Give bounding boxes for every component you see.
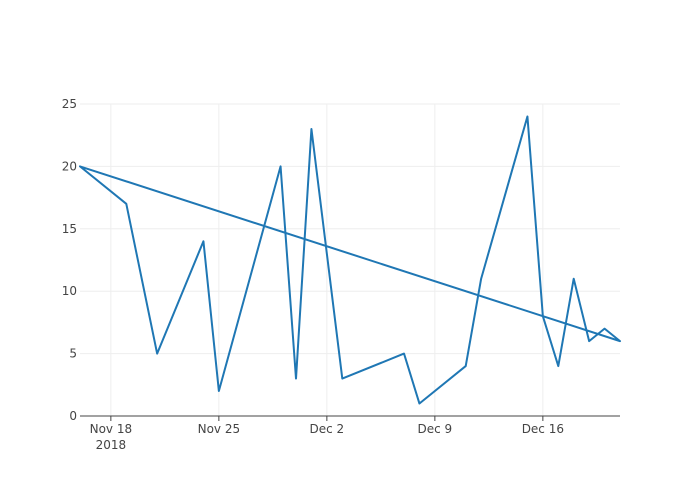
data-point (200, 238, 206, 244)
tick-labels: 0 5 10 15 20 25 Nov 18 2018 Nov 25 Dec 2 Dec 9 Dec … (62, 97, 564, 452)
data-point (463, 363, 469, 369)
series-line (79, 115, 621, 405)
data-point (586, 338, 592, 344)
data-point (154, 351, 160, 357)
y-tick-label: 25 (62, 97, 77, 111)
x-tick-label: Nov 18 (90, 422, 133, 436)
data-point (308, 126, 314, 132)
data-point (77, 163, 83, 169)
x-tick-label: Nov 25 (198, 422, 241, 436)
series-layer (77, 113, 623, 407)
y-tick-label: 10 (62, 284, 77, 298)
data-point (524, 113, 530, 119)
data-point (540, 313, 546, 319)
data-point (216, 388, 222, 394)
y-tick-label: 0 (69, 409, 77, 423)
data-point (416, 401, 422, 407)
y-tick-label: 20 (62, 159, 77, 173)
x-tick-year-label: 2018 (96, 438, 127, 452)
data-point (293, 376, 299, 382)
data-point (571, 276, 577, 282)
data-point (123, 201, 129, 207)
axes (80, 415, 620, 421)
data-point (339, 376, 345, 382)
data-point (555, 363, 561, 369)
data-point (401, 351, 407, 357)
x-tick-label: Dec 2 (310, 422, 345, 436)
data-point (602, 326, 608, 332)
gridlines (80, 103, 620, 416)
x-tick-label: Dec 9 (418, 422, 453, 436)
data-point (478, 276, 484, 282)
data-point (617, 338, 623, 344)
y-tick-label: 15 (62, 222, 77, 236)
data-point (278, 163, 284, 169)
x-tick-label: Dec 16 (522, 422, 564, 436)
y-tick-label: 5 (69, 347, 77, 361)
